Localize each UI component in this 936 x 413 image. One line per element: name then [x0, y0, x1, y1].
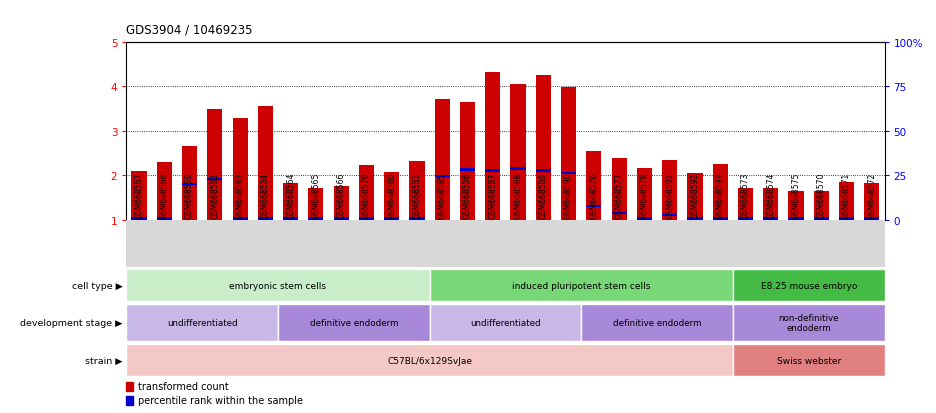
- Text: definitive endoderm: definitive endoderm: [310, 318, 398, 327]
- Bar: [733, 304, 885, 342]
- Bar: [308, 188, 324, 220]
- Bar: [182, 147, 197, 220]
- Bar: [156, 218, 172, 220]
- Bar: [278, 304, 430, 342]
- Bar: [763, 218, 779, 220]
- Text: Swiss webster: Swiss webster: [777, 356, 841, 365]
- Bar: [126, 382, 133, 391]
- Text: induced pluripotent stem cells: induced pluripotent stem cells: [512, 281, 651, 290]
- Text: development stage ▶: development stage ▶: [21, 318, 123, 327]
- Bar: [738, 218, 753, 220]
- Bar: [257, 218, 273, 220]
- Text: embryonic stem cells: embryonic stem cells: [229, 281, 327, 290]
- Text: GDS3904 / 10469235: GDS3904 / 10469235: [126, 24, 253, 36]
- Bar: [510, 168, 526, 171]
- Bar: [813, 191, 829, 220]
- Bar: [333, 187, 349, 220]
- Text: E8.25 mouse embryo: E8.25 mouse embryo: [761, 281, 856, 290]
- Bar: [333, 218, 349, 220]
- Bar: [434, 100, 450, 220]
- Bar: [126, 304, 278, 342]
- Bar: [283, 218, 299, 220]
- Text: C57BL/6x129SvJae: C57BL/6x129SvJae: [388, 356, 472, 365]
- Bar: [864, 218, 880, 220]
- Bar: [430, 269, 733, 301]
- Bar: [687, 218, 703, 220]
- Text: cell type ▶: cell type ▶: [72, 281, 123, 290]
- Bar: [358, 218, 374, 220]
- Text: undifferentiated: undifferentiated: [470, 318, 541, 327]
- Bar: [409, 218, 425, 220]
- Bar: [308, 218, 324, 220]
- Text: percentile rank within the sample: percentile rank within the sample: [138, 396, 302, 406]
- Bar: [813, 218, 829, 220]
- Bar: [409, 162, 425, 220]
- Bar: [788, 218, 804, 220]
- Bar: [581, 304, 733, 342]
- Text: non-definitive
endoderm: non-definitive endoderm: [779, 313, 839, 332]
- Bar: [733, 344, 885, 376]
- Text: definitive endoderm: definitive endoderm: [613, 318, 701, 327]
- Bar: [430, 304, 581, 342]
- Bar: [864, 184, 880, 220]
- Bar: [763, 188, 779, 220]
- Bar: [207, 178, 223, 181]
- Bar: [131, 171, 147, 220]
- Bar: [460, 102, 475, 220]
- Bar: [535, 170, 551, 172]
- Bar: [586, 205, 602, 208]
- Bar: [586, 151, 602, 220]
- Bar: [283, 184, 299, 220]
- Bar: [839, 183, 855, 220]
- Bar: [126, 269, 430, 301]
- Bar: [788, 191, 804, 220]
- Bar: [485, 170, 501, 172]
- Bar: [460, 169, 475, 171]
- Bar: [636, 218, 652, 220]
- Bar: [384, 218, 400, 220]
- Bar: [712, 218, 728, 220]
- Bar: [687, 173, 703, 220]
- Bar: [733, 269, 885, 301]
- Text: strain ▶: strain ▶: [85, 356, 123, 365]
- Bar: [839, 218, 855, 220]
- Bar: [662, 160, 678, 220]
- Bar: [156, 162, 172, 220]
- Bar: [611, 159, 627, 220]
- Bar: [636, 169, 652, 220]
- Bar: [434, 176, 450, 178]
- Bar: [485, 73, 501, 220]
- Bar: [232, 119, 248, 220]
- Bar: [662, 214, 678, 216]
- Bar: [358, 166, 374, 220]
- Bar: [126, 396, 133, 405]
- Text: undifferentiated: undifferentiated: [167, 318, 238, 327]
- Bar: [510, 85, 526, 220]
- Bar: [257, 107, 273, 220]
- Bar: [712, 165, 728, 220]
- Bar: [561, 172, 577, 175]
- Bar: [611, 212, 627, 215]
- Bar: [738, 188, 753, 220]
- Bar: [207, 110, 223, 220]
- Bar: [535, 76, 551, 220]
- Bar: [126, 344, 733, 376]
- Bar: [384, 172, 400, 220]
- Bar: [131, 218, 147, 220]
- Text: transformed count: transformed count: [138, 381, 228, 391]
- Bar: [232, 218, 248, 220]
- Bar: [182, 183, 197, 185]
- Bar: [561, 88, 577, 220]
